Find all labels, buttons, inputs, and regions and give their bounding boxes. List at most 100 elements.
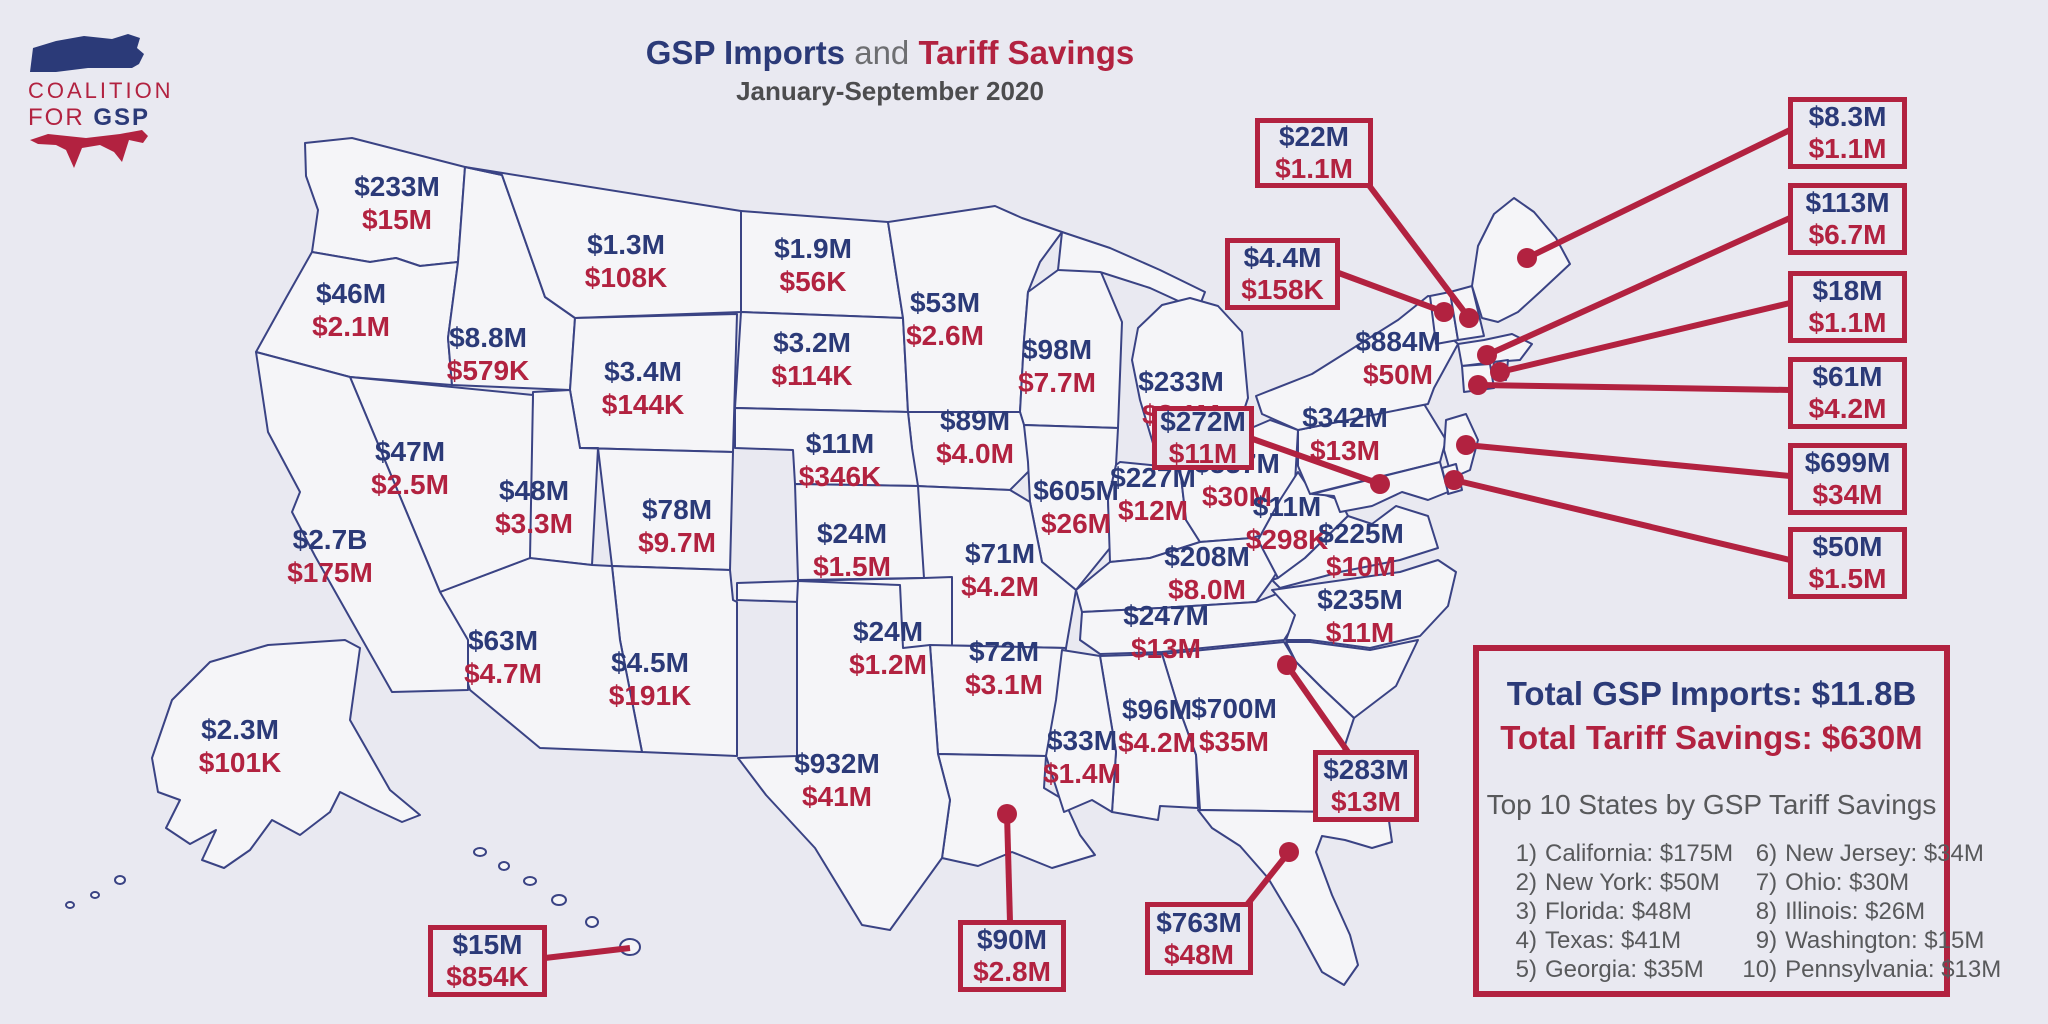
alaska-island (65, 901, 75, 909)
imports-value-washington: $233M (354, 171, 440, 202)
top10-heading: Top 10 States by GSP Tariff Savings (1486, 789, 1937, 820)
top10-rank: 8) (1755, 898, 1778, 925)
top10-rank: 1) (1515, 840, 1537, 867)
state-label-indiana: $227M $12M (1110, 461, 1196, 527)
state-label-north-carolina: $235M $11M (1317, 583, 1403, 649)
callout-box-vermont: $4.4M $158K (1225, 238, 1340, 310)
callout-line-massachusetts (1485, 215, 1792, 358)
top10-text: New Jersey: $34M (1785, 840, 1984, 867)
callout-dot-rhode-island (1490, 362, 1510, 382)
state-shape-arizona (439, 557, 643, 753)
state-label-new-york: $884M $50M (1355, 325, 1441, 391)
imports-value-tennessee: $247M (1123, 600, 1209, 631)
savings-value-nevada: $2.5M (371, 469, 449, 500)
imports-value-arkansas: $72M (968, 636, 1040, 667)
imports-value-mississippi: $33M (1046, 725, 1118, 756)
savings-value-maine: $1.1M (1808, 133, 1887, 164)
imports-value-new-jersey: $699M (1804, 447, 1891, 478)
hawaii-island (473, 847, 487, 857)
callout-line-new-hampshire (1365, 182, 1472, 320)
top10-item: 5) Georgia: $35M (1493, 955, 1733, 984)
state-label-colorado: $78M $9.7M (638, 493, 716, 559)
savings-value-montana: $108K (584, 262, 668, 293)
state-label-oregon: $46M $2.1M (312, 277, 390, 343)
savings-value-tennessee: $13M (1130, 633, 1202, 664)
imports-value-illinois: $605M (1033, 475, 1119, 506)
callout-box-maryland: $272M $11M (1152, 406, 1254, 470)
title-imports: GSP Imports (645, 34, 846, 71)
savings-value-mississippi: $1.4M (1043, 758, 1121, 789)
state-shape-texas (737, 580, 951, 931)
callout-dot-new-hampshire (1459, 308, 1479, 328)
imports-value-virginia: $225M (1318, 518, 1404, 549)
imports-value-kentucky: $208M (1164, 541, 1250, 572)
title-and: and (845, 34, 919, 71)
imports-value-maryland: $272M (1160, 406, 1246, 437)
savings-value-north-dakota: $56K (779, 266, 847, 297)
page-title: GSP Imports and Tariff Savings (590, 34, 1190, 72)
state-shape-mississippi (1045, 649, 1117, 813)
state-label-mississippi: $33M $1.4M (1043, 724, 1121, 790)
imports-value-alabama: $96M (1121, 694, 1193, 725)
callout-dot-maryland (1370, 474, 1390, 494)
callout-dot-florida (1279, 842, 1299, 862)
savings-value-kansas: $1.5M (813, 551, 891, 582)
hawaii-island (551, 894, 567, 906)
callout-line-connecticut (1477, 382, 1791, 393)
imports-value-vermont: $4.4M (1243, 242, 1322, 273)
state-label-virginia: $225M $10M (1318, 517, 1404, 583)
callout-lines-layer (544, 127, 1792, 961)
state-label-arkansas: $72M $3.1M (965, 635, 1043, 701)
state-label-tennessee: $247M $13M (1123, 599, 1209, 665)
savings-value-vermont: $158K (1241, 274, 1324, 305)
savings-value-new-hampshire: $1.1M (1275, 153, 1353, 184)
imports-value-michigan: $233M (1138, 366, 1224, 397)
savings-value-connecticut: $4.2M (1808, 393, 1887, 424)
imports-value-hawaii: $15M (452, 929, 523, 960)
callout-line-maryland (1248, 435, 1382, 487)
state-label-south-dakota: $3.2M $114K (772, 326, 853, 392)
top10-item: 7) Ohio: $30M (1733, 868, 2001, 897)
state-label-oklahoma: $24M $1.2M (849, 615, 927, 681)
savings-value-wisconsin: $7.7M (1018, 367, 1096, 398)
savings-value-south-carolina: $13M (1330, 786, 1402, 817)
state-label-alabama: $96M $4.2M (1118, 693, 1196, 759)
state-label-ohio: $537M$30M (1194, 447, 1280, 513)
imports-value-california: $2.7B (292, 524, 368, 555)
imports-value-nevada: $47M (374, 436, 446, 467)
callout-dot-delaware (1444, 470, 1464, 490)
top10-item: 2) New York: $50M (1493, 868, 1733, 897)
savings-value-louisiana: $2.8M (973, 956, 1051, 987)
top10-text: California: $175M (1545, 840, 1734, 867)
savings-value-ohio: $30M (1201, 481, 1273, 512)
imports-value-missouri: $71M (964, 538, 1036, 569)
top10-rank: 9) (1755, 927, 1778, 954)
callout-box-florida: $763M $48M (1145, 902, 1253, 975)
imports-value-wisconsin: $98M (1021, 334, 1093, 365)
alaska-island (90, 891, 100, 899)
logo-text-for-gsp: FOR GSP (28, 104, 150, 132)
logo-text-for: FOR (28, 104, 94, 131)
savings-value-illinois: $26M (1040, 508, 1112, 539)
top10-text: Georgia: $35M (1545, 956, 1704, 983)
savings-value-pennsylvania: $13M (1309, 435, 1381, 466)
imports-value-west-virginia: $11M (1252, 491, 1322, 522)
imports-value-pennsylvania: $342M (1302, 402, 1388, 433)
state-label-washington: $233M $15M (354, 170, 440, 236)
savings-value-arizona: $4.7M (464, 658, 542, 689)
state-label-idaho: $8.8M $579K (447, 321, 530, 387)
top10-item: 9) Washington: $15M (1733, 926, 2001, 955)
callout-line-hawaii (544, 945, 631, 961)
callout-dot-massachusetts (1477, 345, 1497, 365)
callout-line-maine (1525, 127, 1792, 261)
imports-value-minnesota: $53M (909, 287, 981, 318)
imports-value-kansas: $24M (816, 518, 888, 549)
state-label-minnesota: $53M $2.6M (906, 286, 984, 352)
savings-value-georgia: $35M (1198, 726, 1270, 757)
imports-value-massachusetts: $113M (1805, 187, 1890, 218)
state-label-wyoming: $3.4M $144K (602, 355, 685, 421)
top10-item: 3) Florida: $48M (1493, 897, 1733, 926)
imports-value-south-dakota: $3.2M (773, 327, 851, 358)
callout-box-new-jersey: $699M $34M (1788, 443, 1907, 515)
